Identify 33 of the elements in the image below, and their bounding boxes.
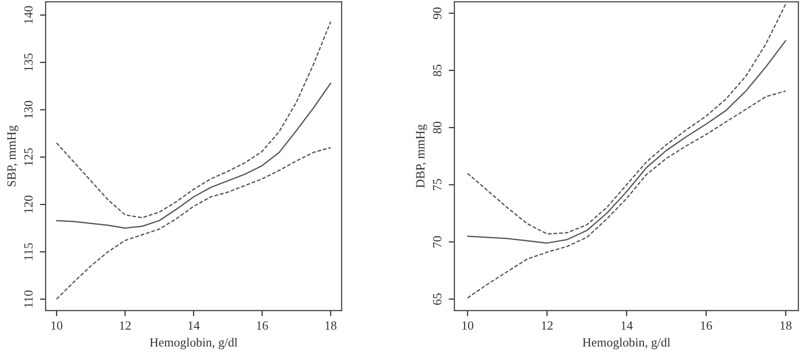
line-series bbox=[466, 90, 786, 299]
y-axis-title: SBP, mmHg bbox=[7, 125, 18, 186]
line-series bbox=[466, 40, 786, 244]
x-tick-label: 14 bbox=[188, 321, 200, 330]
x-tick-label: 12 bbox=[120, 321, 131, 330]
y-tick-label: 65 bbox=[433, 293, 442, 305]
y-tick-label: 140 bbox=[24, 6, 33, 24]
x-tick-label: 10 bbox=[462, 321, 474, 330]
y-tick-label: 135 bbox=[24, 54, 33, 71]
x-tick-label: 10 bbox=[51, 321, 62, 330]
y-tick-label: 70 bbox=[433, 236, 442, 248]
x-axis-title: Hemoglobin, g/dl bbox=[150, 338, 238, 350]
y-tick-label: 115 bbox=[24, 243, 33, 260]
x-tick-label: 12 bbox=[542, 321, 553, 330]
line-series bbox=[56, 147, 332, 300]
line-series bbox=[56, 21, 332, 218]
y-tick-label: 80 bbox=[433, 122, 442, 134]
y-tick-label: 110 bbox=[24, 290, 33, 308]
y-tick-label: 75 bbox=[433, 178, 442, 190]
line-series bbox=[466, 3, 786, 235]
y-tick-label: 85 bbox=[433, 64, 442, 76]
x-tick-label: 16 bbox=[700, 321, 712, 330]
x-tick-label: 18 bbox=[780, 321, 792, 330]
x-tick-label: 16 bbox=[256, 321, 268, 330]
line-series bbox=[56, 82, 332, 229]
y-tick-label: 90 bbox=[433, 7, 442, 20]
y-tick-label: 120 bbox=[24, 196, 33, 213]
x-axis-title: Hemoglobin, g/dl bbox=[582, 338, 670, 350]
x-tick-label: 14 bbox=[621, 321, 633, 330]
y-tick-label: 130 bbox=[24, 100, 33, 118]
y-axis-title: DBP, mmHg bbox=[416, 124, 428, 188]
x-tick-label: 18 bbox=[325, 321, 336, 330]
y-tick-label: 125 bbox=[24, 148, 33, 166]
